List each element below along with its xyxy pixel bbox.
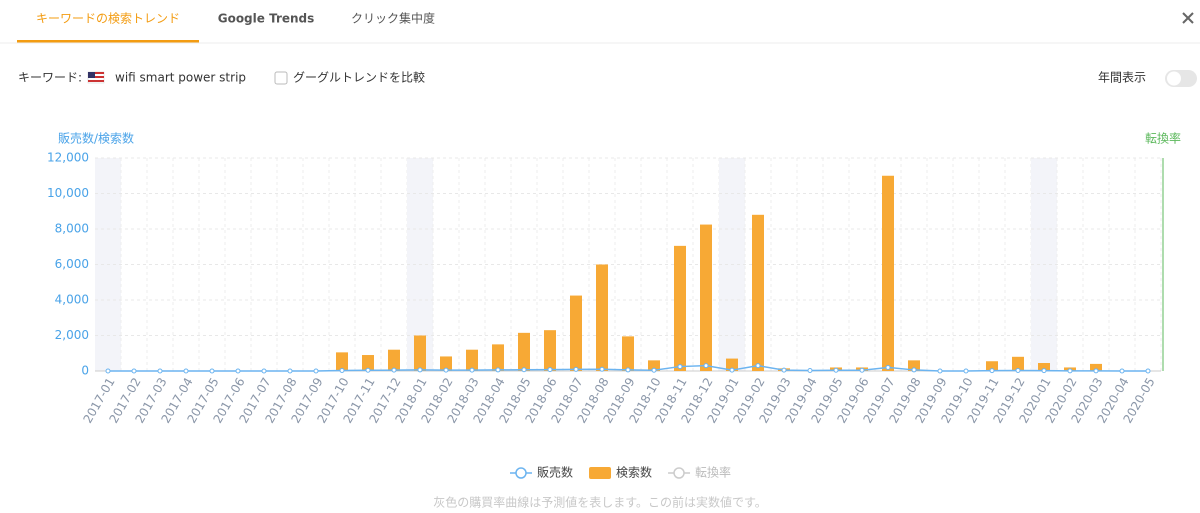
legend-label: 販売数	[537, 465, 573, 480]
tab[interactable]: クリック集中度	[351, 11, 435, 26]
y-tick-label: 0	[81, 364, 89, 378]
bar	[570, 295, 582, 371]
point	[859, 367, 865, 373]
y-tick-label: 12,000	[47, 151, 89, 165]
point	[209, 368, 215, 374]
point	[989, 368, 995, 374]
bar	[388, 349, 400, 371]
point	[235, 368, 241, 374]
point	[131, 368, 137, 374]
bar	[986, 361, 998, 371]
point	[469, 367, 475, 373]
bar	[752, 214, 764, 371]
close-button[interactable]	[1182, 12, 1194, 24]
point	[677, 364, 683, 370]
point	[261, 368, 267, 374]
tab[interactable]: Google Trends	[218, 12, 315, 26]
keyword-label: キーワード:	[18, 71, 82, 85]
y-axis-label: 販売数/検索数	[58, 131, 134, 146]
tab-underline	[17, 40, 199, 43]
point	[573, 366, 579, 372]
point	[105, 368, 111, 374]
bar	[1090, 363, 1102, 371]
point	[521, 367, 527, 373]
point	[1119, 368, 1125, 374]
legend-item: 検索数	[589, 465, 652, 480]
point	[599, 366, 605, 372]
legend-swatch	[589, 467, 612, 479]
bar	[492, 344, 504, 371]
us-flag	[87, 71, 105, 84]
bar	[596, 264, 608, 371]
point	[365, 367, 371, 373]
bar	[648, 360, 660, 371]
point	[443, 367, 449, 373]
point	[183, 368, 189, 374]
bar	[440, 356, 452, 371]
bar	[622, 336, 634, 371]
legend-item: 転換率	[668, 465, 731, 480]
point	[885, 364, 891, 370]
point	[781, 367, 787, 373]
point	[1145, 368, 1151, 374]
legend-label: 転換率	[695, 465, 731, 480]
point	[1041, 368, 1047, 374]
point	[391, 367, 397, 373]
annual-label: 年間表示	[1098, 71, 1146, 85]
point	[1093, 368, 1099, 374]
legend-label: 検索数	[616, 465, 652, 480]
tab-active[interactable]: キーワードの検索トレンド	[36, 12, 180, 26]
point	[729, 367, 735, 373]
bar	[700, 224, 712, 371]
point	[963, 368, 969, 374]
bar	[908, 360, 920, 371]
point	[833, 367, 839, 373]
bar	[544, 330, 556, 371]
point	[703, 363, 709, 369]
bar	[336, 352, 348, 371]
bar	[362, 355, 374, 371]
bar	[674, 245, 686, 371]
point	[547, 367, 553, 373]
keyword: wifi smart power strip	[115, 71, 246, 85]
point	[625, 367, 631, 373]
bar	[882, 175, 894, 371]
bar	[466, 349, 478, 371]
point	[1015, 367, 1021, 373]
y-tick-label: 6,000	[55, 257, 89, 271]
footnote: 灰色の購買率曲線は予測値を表します。この前は実数値です。	[433, 495, 767, 510]
point	[287, 368, 293, 374]
point	[755, 363, 761, 369]
y2-axis-label: 転換率	[1145, 131, 1181, 146]
checkbox[interactable]	[274, 71, 288, 85]
point	[417, 367, 423, 373]
bar	[518, 332, 530, 371]
bar	[1012, 356, 1024, 371]
point	[911, 367, 917, 373]
y-tick-label: 2,000	[55, 328, 89, 342]
legend-swatch	[515, 467, 527, 479]
point	[495, 367, 501, 373]
bar	[414, 335, 426, 371]
point	[313, 368, 319, 374]
y-tick-label: 4,000	[55, 293, 89, 307]
point	[1067, 368, 1073, 374]
point	[937, 368, 943, 374]
point	[807, 367, 813, 373]
point	[339, 367, 345, 373]
bar	[726, 358, 738, 371]
y-tick-label: 10,000	[47, 186, 89, 200]
y-tick-label: 8,000	[55, 222, 89, 236]
bar	[1038, 363, 1050, 371]
toggle-knob	[1167, 71, 1181, 86]
point	[651, 367, 657, 373]
compare-label: グーグルトレンドを比較	[293, 70, 425, 85]
legend-swatch	[673, 467, 685, 479]
point	[157, 368, 163, 374]
legend-item: 販売数	[510, 465, 573, 480]
